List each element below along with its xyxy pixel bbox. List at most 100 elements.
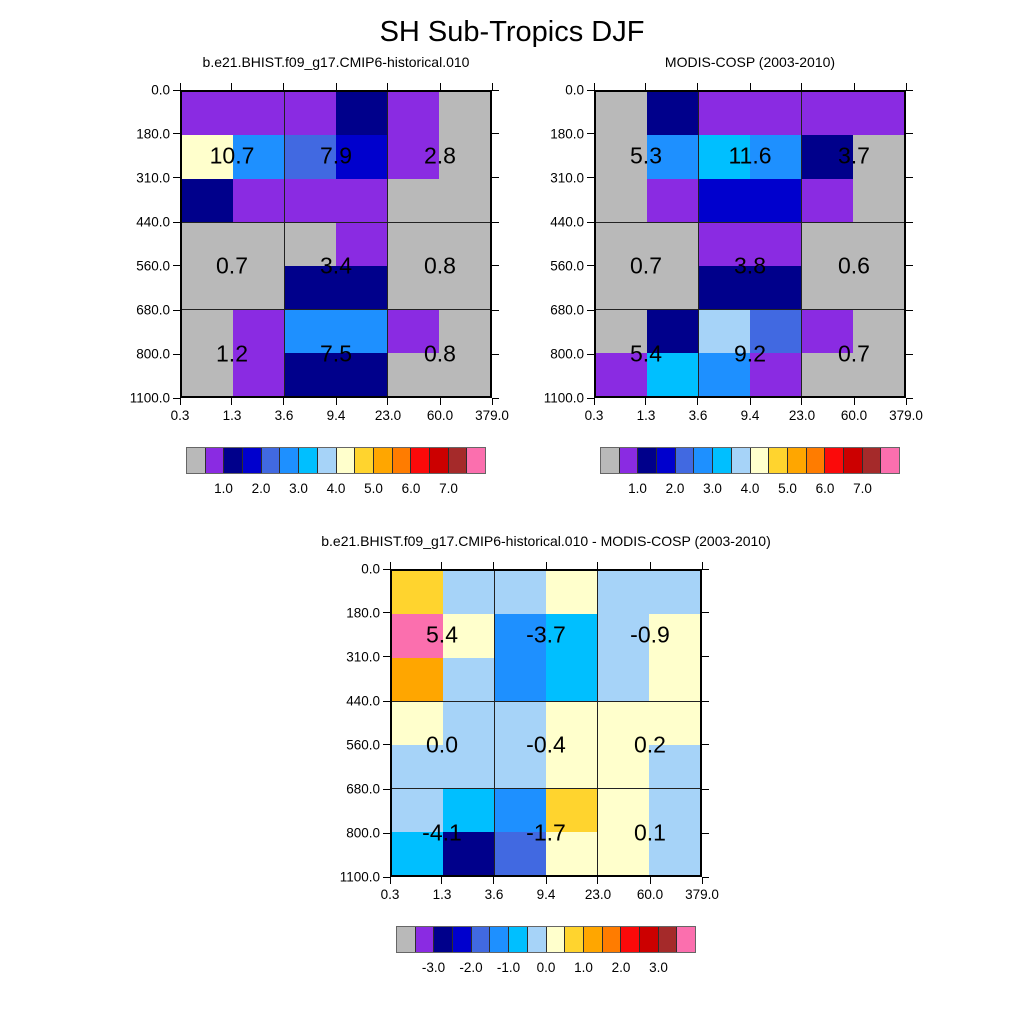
y-axis-tick <box>492 397 499 399</box>
heatmap-cell <box>182 265 234 310</box>
heatmap-cell <box>698 92 750 136</box>
heatmap-cell <box>647 265 699 310</box>
heatmap-cell <box>335 265 388 310</box>
colorbar-segment <box>842 448 862 473</box>
heatmap-cell <box>596 309 648 353</box>
block-gridline-vertical <box>494 571 496 875</box>
heatmap-cell <box>182 352 234 396</box>
heatmap-cell <box>182 135 234 179</box>
x-axis-tick <box>597 562 599 569</box>
heatmap-cell <box>443 744 495 789</box>
y-axis-tick <box>906 397 913 399</box>
heatmap-cell <box>749 135 802 179</box>
heatmap-cell <box>438 222 490 266</box>
x-tick-label: 0.3 <box>170 408 190 423</box>
heatmap-cell <box>182 222 234 266</box>
block-value-label: 0.6 <box>837 252 870 279</box>
colorbar <box>186 447 486 474</box>
heatmap-cell <box>596 352 648 396</box>
heatmap-cell <box>494 701 546 745</box>
x-axis-tick <box>283 398 285 405</box>
block-value-label: 0.7 <box>837 340 870 367</box>
y-tick-label: 0.0 <box>361 561 380 577</box>
colorbar-segment <box>187 448 205 473</box>
heatmap-cell <box>647 222 699 266</box>
x-axis-tick <box>645 83 647 90</box>
x-tick-label: 60.0 <box>636 887 664 902</box>
block-value-label: -3.7 <box>526 621 566 648</box>
colorbar-segment <box>242 448 261 473</box>
heatmap-cell <box>233 265 285 310</box>
colorbar-segment <box>372 448 392 473</box>
colorbar-segment <box>712 448 731 473</box>
x-axis-tick <box>231 398 233 405</box>
block-value-label: 3.4 <box>320 252 352 279</box>
heatmap-cell <box>233 352 285 396</box>
colorbar-tick-label: 7.0 <box>439 481 458 496</box>
colorbar-segment <box>620 927 639 952</box>
colorbar-tick-label: 0.0 <box>536 960 556 975</box>
colorbar-segment <box>354 448 373 473</box>
x-axis-tick <box>853 83 855 90</box>
heatmap-cell <box>852 178 904 223</box>
colorbar-segment <box>637 448 657 473</box>
heatmap-cell <box>494 788 546 832</box>
y-tick-label: 440.0 <box>550 214 584 230</box>
y-axis-tick <box>906 353 913 355</box>
heatmap-cell <box>648 744 700 789</box>
heatmap-cell <box>597 831 649 875</box>
heatmap-cell <box>648 614 700 658</box>
block-gridline-vertical <box>800 92 802 396</box>
colorbar-segment <box>601 927 621 952</box>
heatmap-cell <box>852 352 904 396</box>
y-tick-label: 310.0 <box>346 649 380 665</box>
colorbar-segment <box>638 927 658 952</box>
colorbar-tick-label: 6.0 <box>401 481 421 496</box>
heatmap-cell <box>749 265 802 310</box>
block-value-label: -1.7 <box>526 819 566 846</box>
heatmap-cell <box>596 135 648 179</box>
colorbar-segment <box>410 448 429 473</box>
heatmap-cell <box>545 744 598 789</box>
heatmap-cell <box>494 571 546 615</box>
y-tick-label: 310.0 <box>136 170 170 186</box>
heatmap-cell <box>443 701 495 745</box>
x-axis-tick <box>387 398 389 405</box>
y-axis-tick <box>492 309 499 311</box>
colorbar-segment <box>526 927 546 952</box>
block-value-label: 9.2 <box>734 340 766 367</box>
heatmap-cell <box>443 788 495 832</box>
heatmap-cell <box>801 352 853 396</box>
colorbar-tick-label: 7.0 <box>853 481 872 496</box>
y-axis-tick <box>906 133 913 135</box>
y-axis-tick <box>587 353 594 355</box>
y-axis-tick <box>383 744 390 746</box>
heatmap-cell <box>284 309 336 353</box>
y-axis-tick <box>492 221 499 223</box>
x-axis-tick <box>905 398 907 405</box>
heatmap-cell <box>596 92 648 136</box>
x-tick-label: 9.4 <box>536 887 556 902</box>
block-value-label: 7.9 <box>320 142 352 169</box>
heatmap-cell <box>335 222 388 266</box>
x-axis-tick <box>597 877 599 884</box>
colorbar-segment <box>805 448 825 473</box>
x-tick-label: 60.0 <box>840 408 868 423</box>
y-tick-label: 560.0 <box>550 258 584 274</box>
heatmap-cell <box>749 352 802 396</box>
y-axis-tick <box>906 177 913 179</box>
heatmap-cell <box>233 178 285 223</box>
heatmap-cell <box>392 744 444 789</box>
panel-title: MODIS-COSP (2003-2010) <box>664 54 836 70</box>
colorbar-segment <box>397 927 415 952</box>
heatmap-cell <box>335 135 388 179</box>
heatmap-cell <box>698 178 750 223</box>
colorbar-segment <box>489 927 509 952</box>
colorbar-segment <box>470 927 490 952</box>
heatmap-cell <box>698 222 750 266</box>
heatmap-cell <box>647 135 699 179</box>
colorbar-tick-label: 2.0 <box>251 481 271 496</box>
y-axis-tick <box>702 568 709 570</box>
colorbar-segment <box>749 448 769 473</box>
